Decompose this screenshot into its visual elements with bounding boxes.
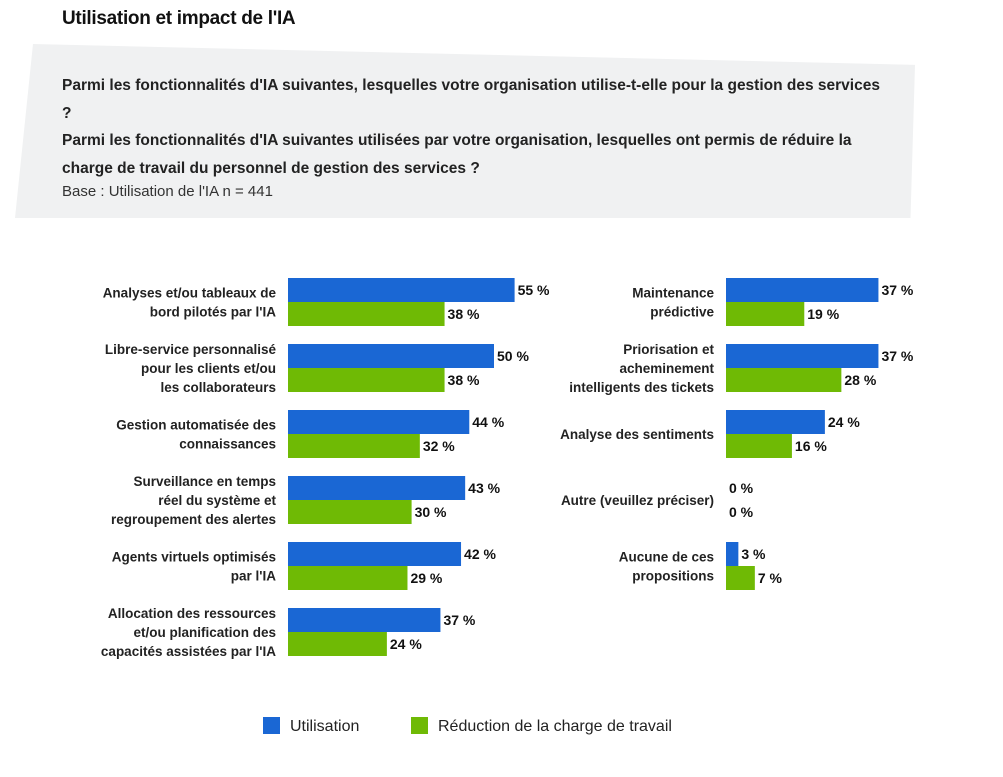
category-label-right-0: Maintenance prédictive	[632, 286, 714, 320]
value-label-utilisation-right-1: 37 %	[881, 348, 913, 364]
value-label-reduction-right-0: 19 %	[807, 306, 839, 322]
page-title: Utilisation et impact de l'IA	[62, 8, 296, 29]
legend-label-utilisation: Utilisation	[290, 718, 359, 735]
bar-utilisation-left-4	[288, 542, 462, 566]
value-label-utilisation-left-0: 55 %	[518, 282, 550, 298]
bar-utilisation-right-2	[726, 410, 825, 434]
value-label-reduction-left-2: 32 %	[423, 438, 455, 454]
category-label-left-5: Allocation des ressources et/ou planifica…	[101, 606, 276, 659]
bar-reduction-left-4	[288, 566, 408, 590]
bar-reduction-right-1	[726, 368, 842, 392]
bar-utilisation-left-1	[288, 344, 494, 368]
value-label-utilisation-right-2: 24 %	[828, 414, 860, 430]
bar-utilisation-left-3	[288, 476, 466, 500]
value-label-utilisation-left-2: 44 %	[472, 414, 504, 430]
bar-reduction-right-4	[726, 566, 755, 590]
bar-utilisation-right-4	[726, 542, 739, 566]
category-label-left-0: Analyses et/ou tableaux de bord pilotés p…	[103, 286, 277, 320]
bar-reduction-left-2	[288, 434, 420, 458]
question-1: Parmi les fonctionnalités d'IA suivantes…	[62, 77, 880, 122]
value-label-reduction-right-3: 0 %	[729, 504, 754, 520]
bar-reduction-left-1	[288, 368, 445, 392]
value-label-reduction-left-0: 38 %	[448, 306, 480, 322]
value-label-reduction-left-5: 24 %	[390, 636, 422, 652]
category-label-left-2: Gestion automatisée des connaissances	[116, 418, 276, 452]
value-label-utilisation-right-0: 37 %	[881, 282, 913, 298]
bar-utilisation-left-2	[288, 410, 470, 434]
bar-utilisation-left-5	[288, 608, 441, 632]
bar-utilisation-right-1	[726, 344, 879, 368]
question-2: Parmi les fonctionnalités d'IA suivantes…	[62, 132, 852, 177]
value-label-utilisation-left-3: 43 %	[468, 480, 500, 496]
legend-label-reduction: Réduction de la charge de travail	[438, 718, 672, 735]
category-label-left-4: Agents virtuels optimisés par l'IA	[112, 550, 277, 584]
bar-reduction-left-3	[288, 500, 412, 524]
value-label-reduction-right-1: 28 %	[844, 372, 876, 388]
category-label-right-4: Aucune de ces propositions	[619, 550, 714, 584]
bar-utilisation-left-0	[288, 278, 515, 302]
value-label-utilisation-right-3: 0 %	[729, 480, 754, 496]
category-label-right-2: Analyse des sentiments	[560, 427, 714, 442]
value-label-reduction-left-1: 38 %	[448, 372, 480, 388]
legend-swatch-utilisation	[263, 717, 280, 734]
category-label-right-3: Autre (veuillez préciser)	[561, 493, 714, 508]
value-label-utilisation-right-4: 3 %	[741, 546, 766, 562]
value-label-reduction-left-3: 30 %	[415, 504, 447, 520]
question-box	[15, 44, 915, 218]
value-label-reduction-right-2: 16 %	[795, 438, 827, 454]
category-label-left-3: Surveillance en temps réel du système et r…	[111, 474, 277, 527]
category-label-right-1: Priorisation et acheminement intelligents …	[569, 342, 714, 395]
category-label-left-1: Libre-service personnalisé pour les clien…	[105, 342, 277, 395]
value-label-utilisation-left-1: 50 %	[497, 348, 529, 364]
base-note: Base : Utilisation de l'IA n = 441	[62, 183, 273, 200]
question-text: Parmi les fonctionnalités d'IA suivantes…	[62, 72, 882, 182]
bar-reduction-left-5	[288, 632, 387, 656]
bar-reduction-right-2	[726, 434, 792, 458]
value-label-utilisation-left-4: 42 %	[464, 546, 496, 562]
bar-reduction-right-0	[726, 302, 805, 326]
legend-swatch-reduction	[411, 717, 428, 734]
bar-reduction-left-0	[288, 302, 445, 326]
value-label-reduction-right-4: 7 %	[758, 570, 783, 586]
value-label-utilisation-left-5: 37 %	[443, 612, 475, 628]
value-label-reduction-left-4: 29 %	[410, 570, 442, 586]
bar-utilisation-right-0	[726, 278, 879, 302]
